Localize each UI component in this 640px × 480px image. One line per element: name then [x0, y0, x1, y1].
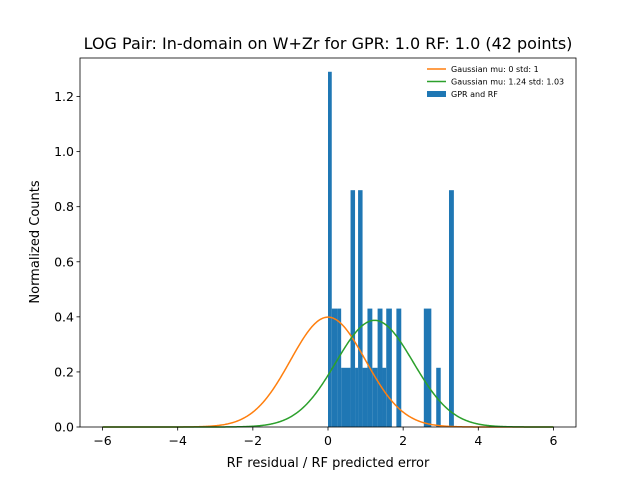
histogram-bar	[341, 367, 351, 427]
legend-label: Gaussian mu: 0 std: 1	[451, 65, 539, 74]
y-tick-label: 0.6	[54, 254, 74, 269]
histogram-bar	[337, 308, 342, 427]
x-tick-label: −6	[93, 433, 111, 448]
x-tick-label: 6	[549, 433, 557, 448]
histogram-bar	[362, 367, 368, 427]
y-tick-label: 1.0	[54, 144, 74, 159]
legend-label: GPR and RF	[451, 90, 498, 99]
histogram-bar	[423, 308, 432, 427]
histogram-bar	[350, 190, 356, 427]
legend-label: Gaussian mu: 1.24 std: 1.03	[451, 78, 564, 87]
histogram-bar	[386, 308, 392, 427]
histogram-bar	[355, 367, 359, 427]
axes: −6 −4 −2 0 2 4 6 0.0 0.2 0.4 0.6 0.8 1.0 1.2	[54, 57, 577, 448]
y-tick-label: 0.8	[54, 199, 74, 214]
x-axis-label: RF residual / RF predicted error	[227, 456, 430, 471]
y-tick-label: 0.2	[54, 364, 74, 379]
chart-title: LOG Pair: In-domain on W+Zr for GPR: 1.0…	[84, 34, 573, 53]
histogram-bar	[328, 71, 332, 428]
y-axis-label: Normalized Counts	[28, 180, 43, 303]
x-tick-label: 0	[324, 433, 332, 448]
y-tick-label: 1.2	[54, 89, 74, 104]
legend-patch-swatch	[427, 91, 446, 97]
histogram-bar	[396, 308, 402, 427]
histogram-bar	[377, 308, 383, 427]
histogram-bar	[372, 367, 378, 427]
histogram-bars	[328, 71, 454, 428]
histogram-bar	[358, 190, 363, 427]
x-tick-label: 4	[474, 433, 482, 448]
histogram-bar	[448, 190, 454, 427]
x-tick-label: −4	[168, 433, 186, 448]
y-tick-label: 0.4	[54, 309, 74, 324]
histogram-bar	[436, 367, 441, 427]
x-tick-label: −2	[244, 433, 262, 448]
x-tick-label: 2	[399, 433, 407, 448]
histogram-bar	[331, 308, 338, 427]
histogram-bar	[382, 367, 387, 427]
legend: Gaussian mu: 0 std: 1 Gaussian mu: 1.24 s…	[427, 65, 564, 99]
y-tick-label: 0.0	[54, 420, 74, 435]
